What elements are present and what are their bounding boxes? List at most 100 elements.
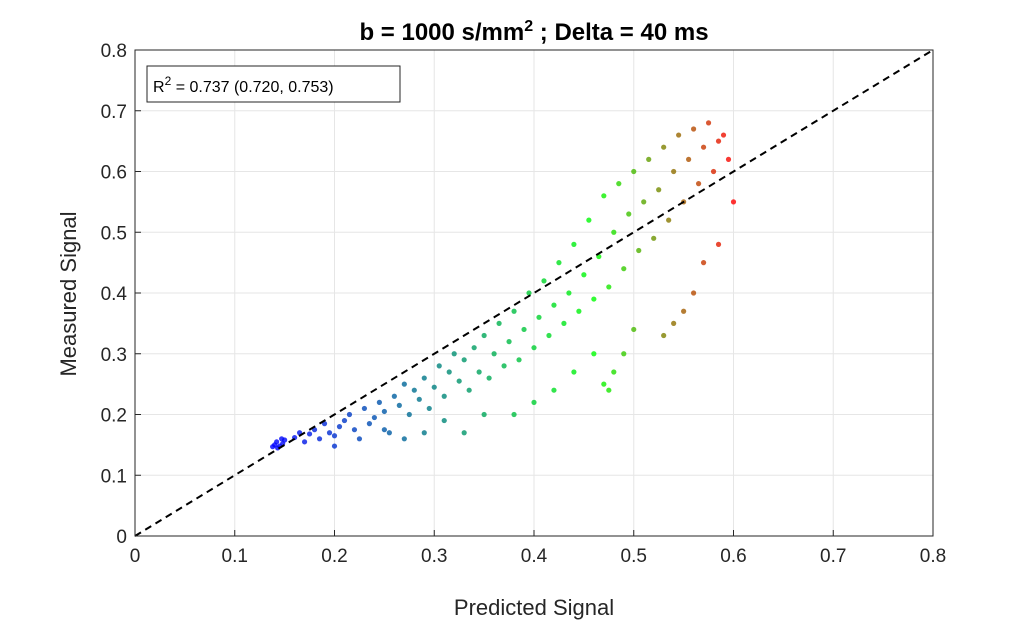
data-point [446,369,452,375]
x-tick-label: 0.4 [521,546,548,567]
data-point [381,427,387,433]
data-point [441,417,447,424]
y-tick-label: 0.3 [101,345,127,366]
data-point [501,363,507,369]
data-point [566,290,572,296]
data-point [301,439,308,445]
data-point [496,320,502,326]
data-point [466,387,472,393]
data-point [666,217,672,223]
data-point [401,381,407,387]
x-tick-label: 0 [130,546,141,567]
data-point [336,424,343,430]
data-point [601,193,607,199]
data-point [606,284,612,290]
data-point [481,332,487,339]
data-point [401,436,407,442]
data-point [606,387,612,393]
data-point [486,375,492,381]
data-point [631,168,637,175]
data-point [720,132,727,138]
data-point [511,411,517,418]
data-point [556,260,562,266]
y-tick-label: 0.6 [101,163,127,184]
data-point [274,439,280,445]
data-point [406,411,412,418]
data-point [700,260,707,266]
data-point [611,369,617,375]
grid [134,49,934,537]
data-point [681,308,687,314]
data-point [546,332,552,339]
data-point [346,411,353,418]
data-point [541,278,547,284]
data-point [601,381,607,387]
x-tick-label: 0.3 [421,546,447,567]
data-point [710,168,717,175]
data-point [691,126,697,132]
x-axis-label: Predicted Signal [454,595,614,620]
data-point [416,396,422,402]
x-tick-label: 0.2 [321,546,347,567]
y-tick-label: 0.5 [101,223,127,244]
data-point [421,430,427,436]
data-point [376,399,382,405]
y-tick-label: 0.7 [101,102,127,123]
data-point [656,187,662,193]
data-point [651,235,657,241]
data-point [436,363,442,369]
data-point [621,266,627,272]
x-tick-label: 0.6 [720,546,746,567]
data-point [371,414,377,421]
data-point [476,369,482,375]
data-point [621,351,627,357]
data-point [411,387,417,393]
data-point [451,351,457,357]
data-point [511,308,517,314]
data-point [586,217,592,223]
y-axis-label: Measured Signal [56,211,81,376]
data-point [279,436,285,442]
data-point [641,199,647,205]
data-point [306,431,313,437]
data-point [730,199,737,205]
x-tick-label: 0.5 [621,546,647,567]
data-point [691,290,697,296]
y-tick-label: 0.8 [101,41,127,62]
data-point [331,433,338,439]
data-point [576,308,582,314]
data-point [626,211,632,217]
data-point [316,436,323,442]
x-tick-label: 0.7 [820,546,846,567]
data-point [331,443,338,449]
r-squared-annotation: R2 = 0.737 (0.720, 0.753) [146,65,401,103]
y-tick-label: 0.4 [101,284,128,305]
data-point [671,320,677,326]
data-point [506,339,512,345]
data-point [700,144,707,150]
data-point [616,181,622,187]
y-tick-label: 0 [116,527,127,548]
data-point [531,399,537,405]
data-point [676,132,682,138]
data-point [611,229,617,235]
data-point [391,393,397,399]
data-point [381,408,387,415]
data-point [326,430,333,436]
data-point [536,314,542,320]
data-point [581,272,587,278]
data-point [351,427,358,433]
y-axis-ticks: 0 0.1 0.2 0.3 0.4 0.5 0.6 0.7 0.8 [101,41,141,548]
data-point [671,168,677,175]
data-point [661,144,667,150]
data-point [396,402,402,408]
data-point [695,181,702,187]
data-point [715,241,722,247]
data-point [715,138,722,144]
y-tick-label: 0.2 [101,406,127,427]
data-point [481,411,487,418]
data-point [491,351,497,357]
x-tick-label: 0.8 [920,546,946,567]
chart-title: b = 1000 s/mm2 ; Delta = 40 ms [359,18,708,46]
data-point [521,326,527,333]
